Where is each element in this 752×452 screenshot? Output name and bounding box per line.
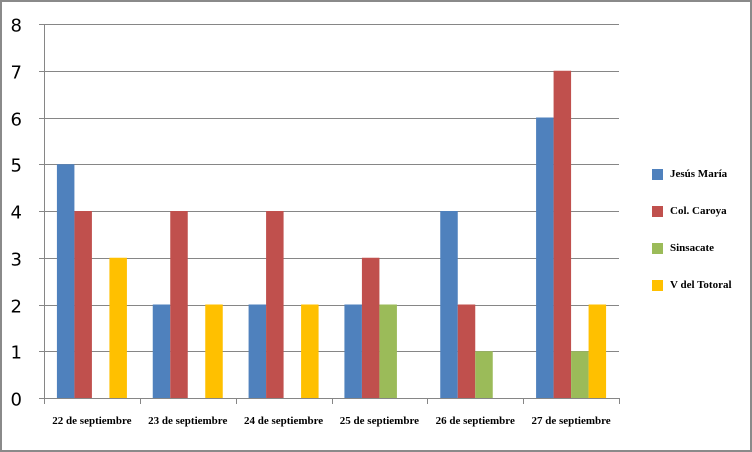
legend-item-sinsacate: Sinsacate	[652, 236, 732, 260]
y-tick-label: 4	[11, 203, 22, 224]
x-tick-label: 27 de septiembre	[531, 415, 610, 427]
bar	[588, 304, 607, 398]
y-tick-label: 0	[11, 390, 22, 411]
bar	[344, 304, 362, 398]
legend-swatch-icon	[652, 242, 663, 254]
bar	[56, 164, 75, 398]
bar	[170, 211, 188, 398]
y-tick-label: 7	[11, 63, 22, 84]
legend-label: Sinsacate	[670, 242, 714, 254]
legend-swatch-icon	[652, 279, 663, 291]
bar	[475, 351, 493, 398]
legend-swatch-icon	[652, 168, 663, 180]
legend-label: Jesús María	[670, 168, 728, 180]
x-tick-label: 26 de septiembre	[436, 415, 515, 427]
bar	[553, 70, 572, 398]
y-tick-label: 8	[11, 16, 22, 37]
chart-legend: Jesús María Col. Caroya Sinsacate V del …	[652, 162, 732, 310]
y-tick-label: 1	[11, 343, 22, 364]
legend-item-col-caroya: Col. Caroya	[652, 199, 732, 223]
bar	[361, 257, 380, 398]
x-tick-label: 24 de septiembre	[244, 415, 323, 427]
bar	[152, 304, 171, 398]
bar	[205, 304, 223, 398]
legend-swatch-icon	[652, 205, 663, 217]
bar	[301, 304, 319, 398]
bar	[440, 211, 458, 398]
bar	[74, 211, 92, 398]
y-tick-label: 3	[11, 250, 22, 271]
x-tick-label: 22 de septiembre	[52, 415, 131, 427]
bar	[379, 304, 397, 398]
bar	[571, 351, 589, 398]
y-tick-label: 2	[11, 297, 22, 318]
bar	[536, 117, 554, 398]
legend-label: V del Totoral	[670, 279, 732, 291]
bar	[266, 211, 284, 398]
bar	[248, 304, 267, 398]
legend-item-jesus-maria: Jesús María	[652, 162, 732, 186]
y-tick-label: 5	[11, 156, 22, 177]
x-tick-label: 23 de septiembre	[148, 415, 227, 427]
bar	[457, 304, 476, 398]
y-tick-label: 6	[11, 110, 22, 131]
legend-label: Col. Caroya	[670, 205, 727, 217]
legend-item-v-del-totoral: V del Totoral	[652, 273, 732, 297]
x-tick-label: 25 de septiembre	[340, 415, 419, 427]
bar	[109, 257, 127, 398]
